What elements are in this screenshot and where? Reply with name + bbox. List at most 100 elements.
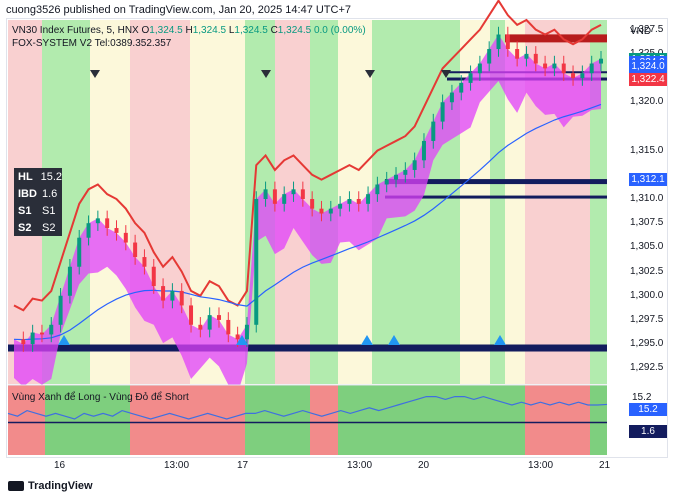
zone-band bbox=[590, 20, 607, 384]
zone-band bbox=[505, 20, 525, 384]
oscillator-line bbox=[7, 395, 608, 420]
candle-body bbox=[263, 189, 268, 199]
time-tick: 20 bbox=[418, 460, 430, 471]
down-arrow-marker bbox=[365, 70, 375, 78]
price-tick: 1,315.0 bbox=[630, 144, 664, 156]
trend-cloud bbox=[14, 34, 601, 394]
currency-label: VND bbox=[630, 26, 652, 37]
candle-body bbox=[459, 82, 464, 93]
candle-body bbox=[216, 315, 221, 320]
price-tag: 1,312.1 bbox=[629, 172, 667, 186]
candle-body bbox=[77, 237, 82, 267]
candle-body bbox=[440, 102, 445, 122]
candle-body bbox=[95, 218, 100, 224]
candle-body bbox=[21, 339, 26, 345]
candle-body bbox=[67, 266, 72, 296]
zone-band bbox=[90, 20, 130, 384]
price-tick: 1,320.0 bbox=[630, 96, 664, 108]
legend-low: 1,324.5 bbox=[234, 25, 268, 36]
candle-body bbox=[599, 58, 603, 64]
candle-body bbox=[552, 63, 557, 69]
oscillator-zone bbox=[590, 385, 607, 455]
candle-body bbox=[561, 63, 566, 74]
candle-body bbox=[496, 34, 501, 50]
info-row: IBD 1.6 bbox=[18, 187, 58, 200]
candle-body bbox=[254, 199, 259, 325]
candle-body bbox=[394, 174, 399, 180]
info-row: S2 S2 bbox=[18, 221, 56, 234]
oscillator-zone bbox=[245, 385, 310, 455]
candle-body bbox=[282, 194, 287, 204]
candle-body bbox=[198, 324, 203, 330]
candle-body bbox=[421, 140, 426, 161]
candle-body bbox=[543, 63, 548, 69]
candle-body bbox=[487, 49, 492, 64]
oscillator-axis-label: 15.2 bbox=[632, 392, 652, 403]
tradingview-logo[interactable]: TradingView bbox=[8, 480, 93, 492]
info-row: S1 S1 bbox=[18, 204, 56, 217]
up-arrow-marker bbox=[361, 335, 373, 345]
level-bar bbox=[385, 195, 607, 199]
time-tick: 21 bbox=[599, 460, 611, 471]
zone-band bbox=[62, 20, 90, 384]
price-tag: 1,324.0 bbox=[629, 59, 667, 73]
price-tick: 1,297.5 bbox=[630, 313, 664, 325]
candle-body bbox=[142, 257, 147, 267]
info-row: HL 15.2 bbox=[18, 170, 62, 183]
candle-body bbox=[515, 49, 520, 59]
price-tick: 1,300.0 bbox=[630, 289, 664, 301]
price-tick: 1,310.0 bbox=[630, 193, 664, 204]
candle-body bbox=[207, 315, 212, 330]
oscillator-title: Vùng Xanh để Long - Vùng Đỏ để Short bbox=[12, 392, 189, 403]
candle-body bbox=[30, 332, 35, 345]
candle-body bbox=[366, 194, 371, 204]
zone-band bbox=[310, 20, 338, 384]
candle-body bbox=[49, 324, 54, 335]
candle-body bbox=[375, 184, 380, 195]
candle-body bbox=[533, 53, 538, 64]
indicator-label: FOX-SYSTEM V2 Tel:0389.352.357 bbox=[12, 38, 172, 49]
candle-body bbox=[179, 290, 184, 306]
level-bar bbox=[385, 179, 607, 185]
candle-body bbox=[161, 286, 166, 301]
price-tick: 1,292.5 bbox=[630, 362, 664, 374]
time-tick: 13:00 bbox=[164, 460, 190, 471]
up-arrow-marker bbox=[494, 335, 506, 345]
oscillator-zone bbox=[525, 385, 590, 455]
oscillator-zone bbox=[310, 385, 338, 455]
candle-body bbox=[403, 169, 408, 175]
zone-band bbox=[490, 20, 505, 384]
down-arrow-marker bbox=[90, 70, 100, 78]
candle-body bbox=[189, 305, 194, 325]
candle-body bbox=[133, 242, 138, 258]
price-tick: 1,295.0 bbox=[630, 338, 664, 350]
candle-body bbox=[291, 189, 296, 195]
legend-symbol: VN30 Index Futures, 5, HNX bbox=[12, 25, 139, 36]
oscillator-tag: 1.6 bbox=[629, 425, 667, 438]
oscillator-zone bbox=[8, 385, 45, 455]
candle-body bbox=[338, 203, 343, 209]
legend-h-label: H bbox=[185, 25, 193, 36]
legend-l-label: L bbox=[228, 25, 235, 36]
price-tick: 1,302.5 bbox=[630, 265, 664, 277]
candle-body bbox=[505, 34, 510, 50]
candle-body bbox=[226, 319, 231, 335]
zone-band bbox=[130, 20, 160, 384]
candle-body bbox=[310, 199, 315, 209]
time-tick: 17 bbox=[237, 460, 249, 471]
candle-body bbox=[580, 73, 585, 79]
candle-body bbox=[524, 53, 529, 59]
legend-o-label: O bbox=[141, 25, 150, 36]
candle-body bbox=[356, 199, 361, 204]
candle-body bbox=[384, 179, 389, 185]
legend-open: 1,324.5 bbox=[149, 25, 183, 36]
candle-body bbox=[300, 189, 305, 199]
candle-body bbox=[589, 63, 594, 74]
down-arrow-marker bbox=[261, 70, 271, 78]
resistance-bar bbox=[505, 34, 607, 43]
time-tick: 16 bbox=[54, 460, 66, 471]
up-arrow-marker bbox=[58, 335, 70, 345]
price-tick: 1,307.5 bbox=[630, 217, 664, 229]
up-arrow-marker bbox=[236, 335, 248, 345]
